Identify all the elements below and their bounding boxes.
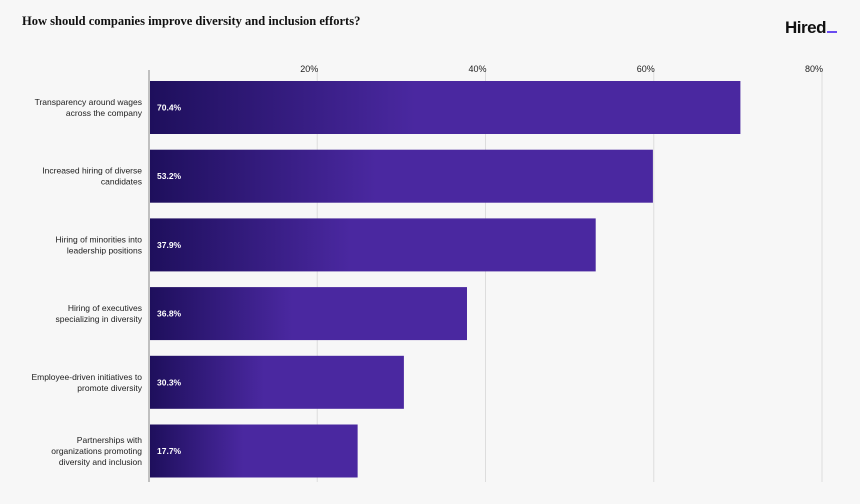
category-label: specializing in diversity bbox=[56, 314, 143, 324]
category-label: Transparency around wages bbox=[35, 97, 142, 107]
value-label: 30.3% bbox=[157, 377, 182, 387]
bar bbox=[150, 218, 596, 272]
category-label: candidates bbox=[101, 177, 142, 187]
bar bbox=[150, 424, 358, 478]
tick-label: 60% bbox=[637, 64, 655, 74]
category-label: Employee-driven initiatives to bbox=[31, 372, 142, 382]
value-label: 37.9% bbox=[157, 240, 182, 250]
category-label: leadership positions bbox=[67, 245, 142, 255]
category-label: Hiring of minorities into bbox=[56, 234, 143, 244]
category-label: organizations promoting bbox=[51, 446, 142, 456]
bar bbox=[150, 149, 653, 203]
value-label: 53.2% bbox=[157, 171, 182, 181]
category-label: Hiring of executives bbox=[68, 303, 142, 313]
tick-label: 80% bbox=[805, 64, 823, 74]
category-label: Partnerships with bbox=[77, 435, 142, 445]
tick-label: 20% bbox=[300, 64, 318, 74]
value-label: 17.7% bbox=[157, 446, 182, 456]
tick-label: 40% bbox=[468, 64, 486, 74]
category-label: across the company bbox=[66, 108, 143, 118]
category-label: diversity and inclusion bbox=[59, 457, 142, 467]
bar bbox=[150, 287, 467, 341]
value-label: 36.8% bbox=[157, 309, 182, 319]
value-label: 70.4% bbox=[157, 103, 182, 113]
category-label: Increased hiring of diverse bbox=[42, 166, 142, 176]
bar bbox=[150, 355, 404, 409]
bar bbox=[150, 81, 741, 134]
logo-text: Hired bbox=[785, 18, 826, 37]
hired-logo: Hired bbox=[785, 18, 837, 38]
chart-title: How should companies improve diversity a… bbox=[22, 14, 361, 28]
category-label: promote diversity bbox=[77, 383, 142, 393]
